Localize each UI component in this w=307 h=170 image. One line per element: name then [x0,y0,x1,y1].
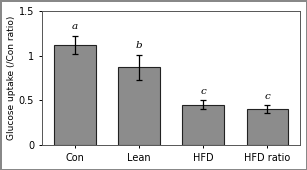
Bar [182,105,224,145]
Text: c: c [200,87,206,96]
Bar [54,45,96,145]
Bar [118,67,160,145]
Bar [247,109,288,145]
Y-axis label: Glucose uptake (/Con ratio): Glucose uptake (/Con ratio) [7,16,16,140]
Text: c: c [265,92,270,101]
Text: a: a [72,22,78,31]
Text: b: b [136,41,142,50]
